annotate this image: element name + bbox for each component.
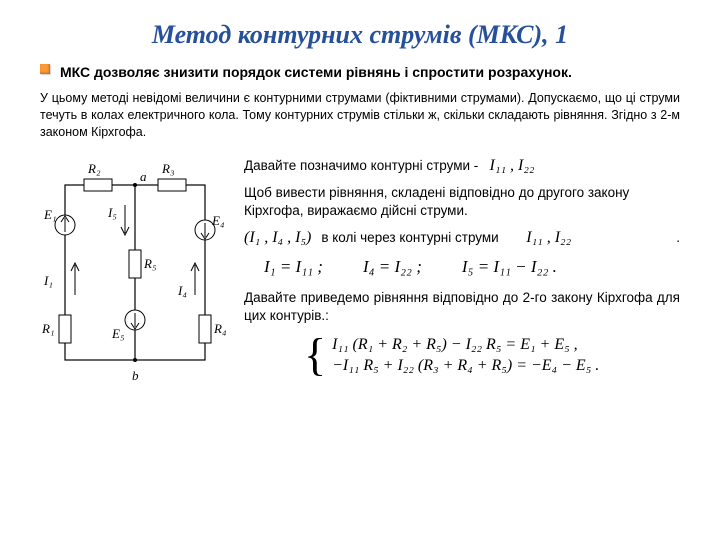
- eq-i1: I₁ = I₁₁ ;: [264, 257, 323, 277]
- circuit-diagram: a b R₂ R₃ E₁ I₁ R₁: [40, 155, 230, 410]
- label-b: b: [132, 368, 139, 383]
- intro-text: МКС дозволяє знизити порядок системи рів…: [60, 64, 572, 80]
- eq-i4: I₄ = I₂₂ ;: [363, 257, 422, 277]
- formula-loop-currents-2: I₁₁ , I₂₂: [526, 229, 571, 247]
- label-e5: E₅: [111, 326, 124, 341]
- slide-title: Метод контурних струмів (МКС), 1: [40, 20, 680, 50]
- text-kirchhoff: Давайте приведемо рівняння відповідно до…: [244, 289, 680, 325]
- text-designate: Давайте позначимо контурні струми -: [244, 158, 478, 173]
- text-derive: Щоб вивести рівняння, складені відповідн…: [244, 184, 680, 220]
- brace-icon: {: [304, 337, 326, 374]
- equation-system: { I₁₁ (R₁ + R₂ + R₅) − I₂₂ R₅ = E₁ + E₅ …: [304, 333, 680, 378]
- paragraph-1: У цьому методі невідомі величини є конту…: [40, 90, 680, 141]
- text-via: в колі через контурні струми: [321, 230, 498, 245]
- label-r4: R₄: [213, 321, 227, 336]
- label-i1: I₁: [43, 273, 53, 288]
- label-i4: I₄: [177, 283, 187, 298]
- label-e1: E₁: [43, 207, 56, 222]
- formula-loop-currents: I₁₁ , I₂₂: [490, 157, 535, 174]
- label-r3: R₃: [161, 161, 174, 176]
- formula-real-currents: (I₁ , I₄ , I₅): [244, 229, 311, 247]
- label-i5: I₅: [107, 205, 117, 220]
- label-r2: R₂: [87, 161, 101, 176]
- bullet-icon: [40, 64, 50, 74]
- sys-eq-1: I₁₁ (R₁ + R₂ + R₅) − I₂₂ R₅ = E₁ + E₅ ,: [332, 336, 599, 354]
- label-e4: E₄: [211, 213, 225, 228]
- eq-i5: I₅ = I₁₁ − I₂₂ .: [462, 257, 557, 277]
- label-r1: R₁: [41, 321, 54, 336]
- equation-row: I₁ = I₁₁ ; I₄ = I₂₂ ; I₅ = I₁₁ − I₂₂ .: [264, 257, 680, 277]
- label-a: a: [140, 169, 147, 184]
- label-r5: R₅: [143, 256, 156, 271]
- sys-eq-2: −I₁₁ R₅ + I₂₂ (R₃ + R₄ + R₅) = −E₄ − E₅ …: [332, 357, 599, 375]
